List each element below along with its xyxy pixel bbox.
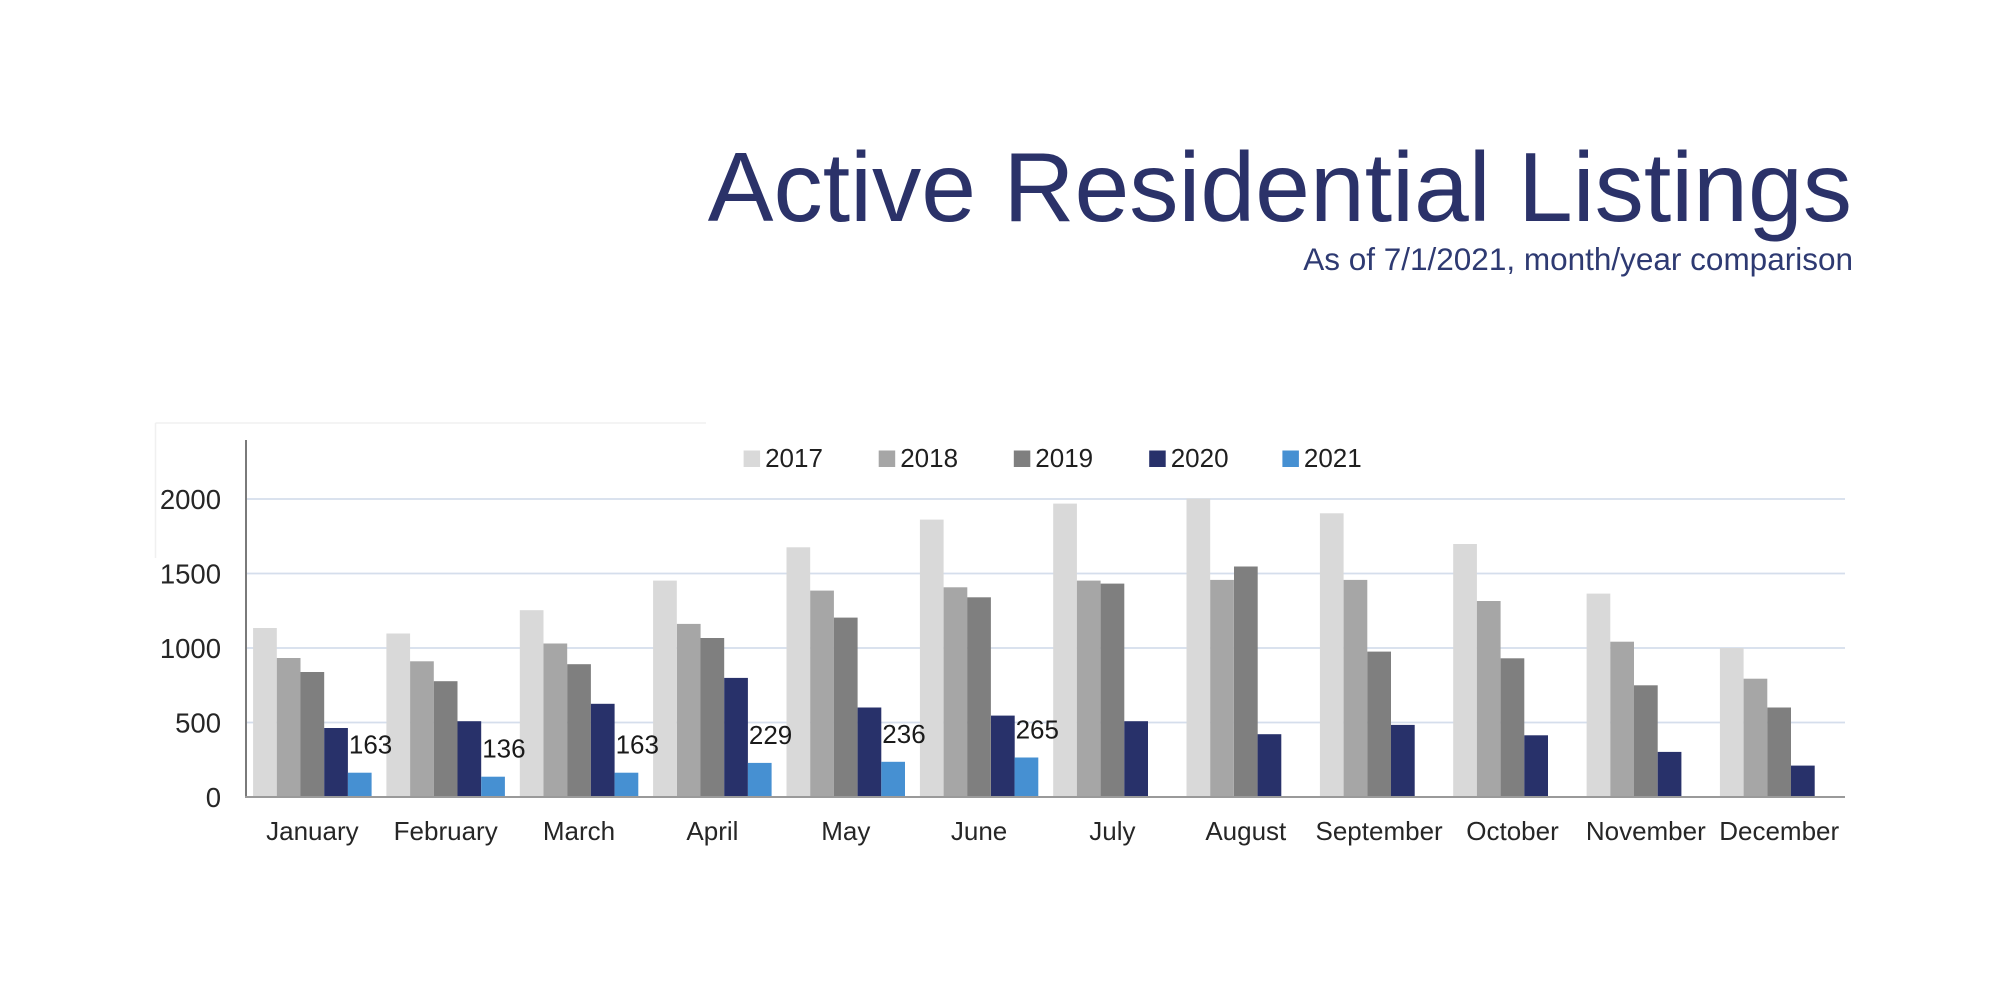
svg-text:136: 136 bbox=[482, 734, 525, 764]
svg-text:500: 500 bbox=[175, 708, 221, 739]
svg-text:2017: 2017 bbox=[765, 443, 823, 473]
svg-text:September: September bbox=[1316, 816, 1444, 846]
svg-text:2021: 2021 bbox=[1304, 443, 1362, 473]
svg-text:August: August bbox=[1205, 816, 1287, 846]
svg-text:Active Residential Listings: Active Residential Listings bbox=[708, 132, 1852, 242]
svg-text:1500: 1500 bbox=[160, 559, 221, 590]
svg-text:November: November bbox=[1586, 816, 1706, 846]
svg-text:0: 0 bbox=[206, 782, 221, 813]
svg-text:July: July bbox=[1089, 816, 1135, 846]
svg-text:163: 163 bbox=[616, 730, 659, 760]
svg-text:163: 163 bbox=[349, 730, 392, 760]
svg-text:1000: 1000 bbox=[160, 633, 221, 664]
svg-text:2018: 2018 bbox=[900, 443, 958, 473]
svg-text:February: February bbox=[394, 816, 498, 846]
svg-text:December: December bbox=[1719, 816, 1839, 846]
svg-text:229: 229 bbox=[749, 720, 792, 750]
svg-text:2000: 2000 bbox=[160, 484, 221, 515]
svg-text:As of 7/1/2021, month/year com: As of 7/1/2021, month/year comparison bbox=[1303, 241, 1853, 277]
svg-text:January: January bbox=[266, 816, 359, 846]
svg-text:April: April bbox=[686, 816, 738, 846]
svg-text:June: June bbox=[951, 816, 1007, 846]
svg-text:2019: 2019 bbox=[1035, 443, 1093, 473]
svg-text:May: May bbox=[821, 816, 870, 846]
svg-text:October: October bbox=[1466, 816, 1559, 846]
svg-text:March: March bbox=[543, 816, 615, 846]
svg-text:265: 265 bbox=[1016, 715, 1059, 745]
svg-text:2020: 2020 bbox=[1171, 443, 1229, 473]
svg-text:236: 236 bbox=[882, 719, 925, 749]
